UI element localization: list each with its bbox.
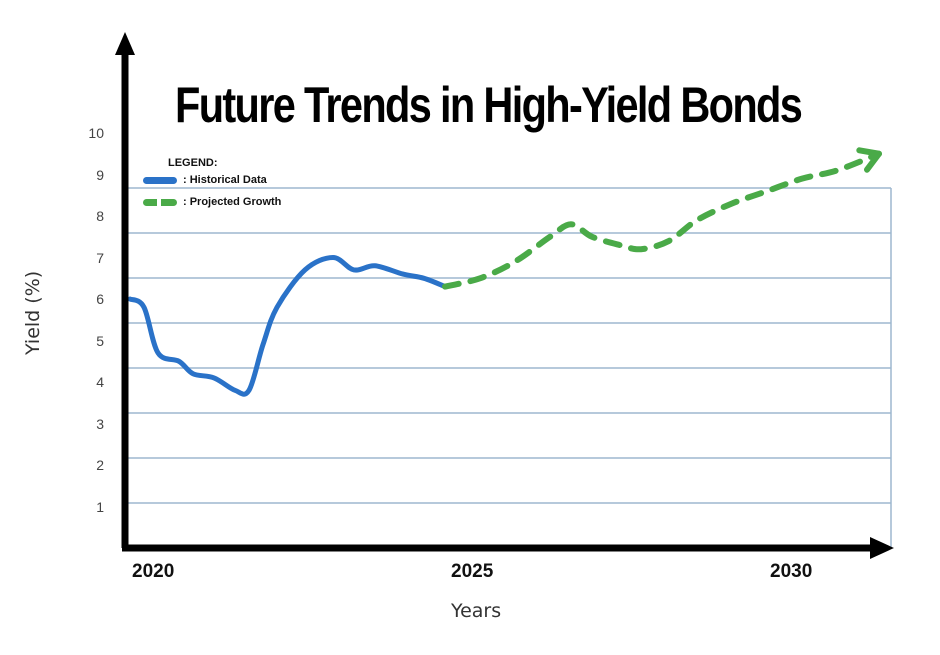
legend-title: LEGEND: bbox=[168, 157, 218, 169]
legend-swatch-historical bbox=[143, 176, 177, 184]
x-axis-label: Years bbox=[451, 600, 502, 622]
legend-label-projected: : Projected Growth bbox=[183, 196, 282, 208]
x-tick-2020: 2020 bbox=[132, 561, 175, 582]
y-tick-1: 1 bbox=[96, 498, 104, 515]
historical-data-line bbox=[127, 255, 448, 397]
y-tick-8: 8 bbox=[96, 208, 104, 224]
projection-arrowhead-icon bbox=[856, 147, 882, 173]
y-tick-9: 9 bbox=[96, 166, 104, 183]
y-tick-6: 6 bbox=[96, 291, 104, 307]
y-axis-arrow-icon bbox=[115, 32, 135, 55]
legend-item-projected: : Projected Growth bbox=[143, 196, 281, 208]
y-tick-2: 2 bbox=[96, 457, 104, 473]
y-tick-3: 3 bbox=[96, 415, 104, 432]
legend-item-historical: : Historical Data bbox=[143, 174, 267, 186]
legend-swatch-projected bbox=[143, 198, 177, 206]
grid-lines bbox=[128, 187, 892, 548]
legend-label-historical: : Historical Data bbox=[183, 174, 267, 186]
y-tick-4: 4 bbox=[96, 374, 104, 390]
y-axis-label: Yield (%) bbox=[22, 270, 44, 355]
x-tick-2025: 2025 bbox=[451, 561, 494, 582]
y-tick-5: 5 bbox=[96, 332, 104, 349]
y-tick-10: 10 bbox=[88, 125, 104, 141]
chart-title: Future Trends in High-Yield Bonds bbox=[175, 77, 803, 133]
projected-growth-line bbox=[442, 150, 882, 290]
x-tick-2030: 2030 bbox=[770, 561, 813, 582]
y-tick-7: 7 bbox=[96, 249, 104, 266]
x-axis-arrow-icon bbox=[870, 537, 894, 559]
